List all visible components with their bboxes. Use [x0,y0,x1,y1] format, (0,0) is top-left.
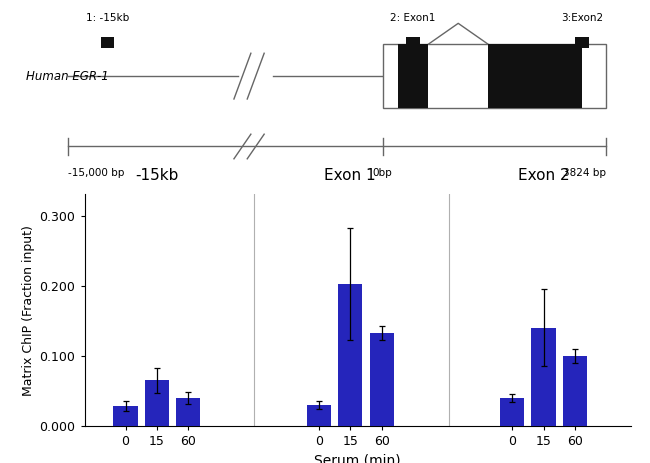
Y-axis label: Matrix ChIP (Fraction input): Matrix ChIP (Fraction input) [22,225,35,396]
Bar [500,398,524,426]
Bar [563,356,587,426]
Bar [338,284,362,426]
Bar [307,405,331,426]
Bar [370,332,394,426]
Text: 0bp: 0bp [373,168,393,178]
Bar [398,44,428,108]
Text: 3824 bp: 3824 bp [564,168,606,178]
Text: Exon 1: Exon 1 [324,168,376,183]
Bar [532,328,556,426]
Bar [114,407,138,426]
Text: 2: Exon1: 2: Exon1 [390,13,436,23]
Text: 1: -15kb: 1: -15kb [86,13,129,23]
Text: -15kb: -15kb [135,168,179,183]
Bar [575,38,589,48]
Text: 3:Exon2: 3:Exon2 [561,13,603,23]
Bar [176,398,200,426]
Bar [383,44,606,108]
Bar [101,38,114,48]
Bar [406,38,419,48]
Text: Exon 2: Exon 2 [517,168,569,183]
Bar [145,381,169,426]
Bar [488,44,582,108]
Text: Human EGR-1: Human EGR-1 [26,69,109,82]
X-axis label: Serum (min): Serum (min) [314,454,401,463]
Text: -15,000 bp: -15,000 bp [68,168,125,178]
